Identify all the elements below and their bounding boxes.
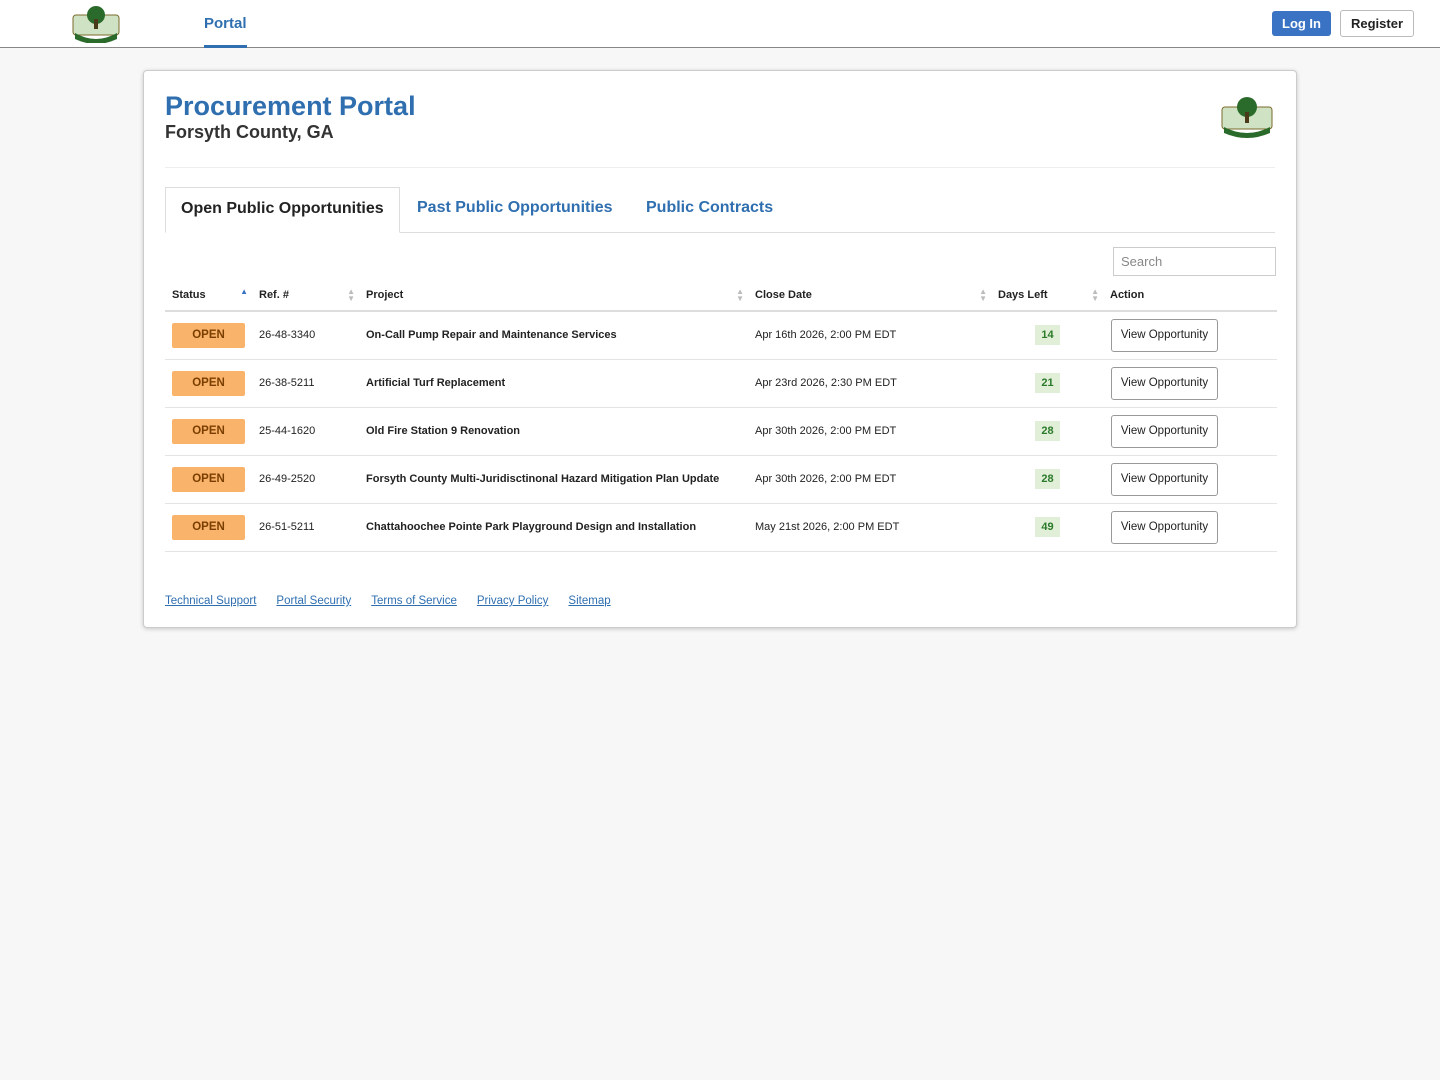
column-label: Days Left xyxy=(998,288,1048,301)
column-header[interactable]: Project ▲ ▼ xyxy=(359,279,748,312)
project-name: Forsyth County Multi-Juridisctinonal Haz… xyxy=(359,455,748,504)
tab[interactable]: Open Public Opportunities xyxy=(165,187,400,233)
column-header[interactable]: Days Left ▲ ▼ xyxy=(991,279,1103,312)
project-name: Chattahoochee Pointe Park Playground Des… xyxy=(359,503,748,552)
days-left: 21 xyxy=(1035,373,1060,393)
column-header: Action xyxy=(1103,279,1277,312)
column-label: Ref. # xyxy=(259,288,289,301)
days-left: 28 xyxy=(1035,421,1060,441)
logo xyxy=(72,6,120,43)
view-button[interactable]: View Opportunity xyxy=(1111,414,1218,448)
opportunities-table: Status ▲ Ref. # ▲ ▼ Project ▲ ▼ Close Date ▲ ▼ Days… xyxy=(165,279,1277,552)
project-name: On-Call Pump Repair and Maintenance Serv… xyxy=(359,311,748,360)
page-title: Procurement Portal xyxy=(165,91,416,121)
column-header[interactable]: Status ▲ xyxy=(165,279,252,312)
cell: 28 xyxy=(991,455,1103,504)
footer-links: Technical Support Portal Security Terms of… xyxy=(165,595,631,607)
status-badge: OPEN xyxy=(172,418,245,444)
table-row: OPEN 25-44-1620 Old Fire Station 9 Renovat… xyxy=(165,407,1277,456)
close-date: Apr 16th 2026, 2:00 PM EDT xyxy=(748,311,991,360)
top-nav: Portal Log In Register xyxy=(0,0,1440,48)
ref-number: 25-44-1620 xyxy=(252,407,359,456)
login-button[interactable]: Log In xyxy=(1272,11,1331,36)
column-label: Status xyxy=(172,288,206,301)
cell: View Opportunity xyxy=(1103,455,1277,504)
cell: 21 xyxy=(991,359,1103,408)
view-button[interactable]: View Opportunity xyxy=(1111,462,1218,496)
column-label: Project xyxy=(366,288,404,301)
cell: View Opportunity xyxy=(1103,311,1277,360)
cell: 49 xyxy=(991,503,1103,552)
days-left: 49 xyxy=(1035,517,1060,537)
cell: OPEN xyxy=(165,311,252,360)
close-date: Apr 30th 2026, 2:00 PM EDT xyxy=(748,407,991,456)
close-date: Apr 23rd 2026, 2:30 PM EDT xyxy=(748,359,991,408)
tab[interactable]: Public Contracts xyxy=(646,199,774,216)
portal-card: Procurement Portal Forsyth County, GA Op… xyxy=(143,70,1297,628)
project-name: Artificial Turf Replacement xyxy=(359,359,748,408)
cell: 28 xyxy=(991,407,1103,456)
footer-link[interactable]: Sitemap xyxy=(568,595,611,607)
status-badge: OPEN xyxy=(172,514,245,540)
footer-link[interactable]: Portal Security xyxy=(276,595,352,607)
cell: OPEN xyxy=(165,407,252,456)
project-name: Old Fire Station 9 Renovation xyxy=(359,407,748,456)
logo xyxy=(1221,97,1273,138)
search-input[interactable]: Search xyxy=(1113,247,1276,276)
table-row: OPEN 26-48-3340 On-Call Pump Repair and Ma… xyxy=(165,311,1277,360)
sort-icon: ▲ xyxy=(240,287,248,296)
divider xyxy=(165,167,1275,168)
view-button[interactable]: View Opportunity xyxy=(1111,318,1218,352)
column-header[interactable]: Ref. # ▲ ▼ xyxy=(252,279,359,312)
cell: View Opportunity xyxy=(1103,407,1277,456)
cell: View Opportunity xyxy=(1103,503,1277,552)
table-row: OPEN 26-51-5211 Chattahoochee Pointe Park … xyxy=(165,503,1277,552)
close-date: Apr 30th 2026, 2:00 PM EDT xyxy=(748,455,991,504)
days-left: 28 xyxy=(1035,469,1060,489)
footer-link[interactable]: Terms of Service xyxy=(371,595,457,607)
cell: OPEN xyxy=(165,455,252,504)
footer-link[interactable]: Technical Support xyxy=(165,595,257,607)
column-header[interactable]: Close Date ▲ ▼ xyxy=(748,279,991,312)
status-badge: OPEN xyxy=(172,322,245,348)
column-label: Close Date xyxy=(755,288,812,301)
table-row: OPEN 26-49-2520 Forsyth County Multi-Jurid… xyxy=(165,455,1277,504)
ref-number: 26-49-2520 xyxy=(252,455,359,504)
cell: OPEN xyxy=(165,359,252,408)
cell: OPEN xyxy=(165,503,252,552)
footer-link[interactable]: Privacy Policy xyxy=(476,595,549,607)
tab[interactable]: Past Public Opportunities xyxy=(417,199,613,216)
ref-number: 26-38-5211 xyxy=(252,359,359,408)
column-label: Action xyxy=(1110,288,1145,301)
tab-bar: Open Public Opportunities Past Public Opp… xyxy=(165,187,1275,233)
view-button[interactable]: View Opportunity xyxy=(1111,366,1218,400)
cell: View Opportunity xyxy=(1103,359,1277,408)
status-badge: OPEN xyxy=(172,466,245,492)
status-badge: OPEN xyxy=(172,370,245,396)
sort-icon: ▲ ▼ xyxy=(979,287,987,303)
portal-link[interactable]: Portal xyxy=(204,0,247,48)
view-button[interactable]: View Opportunity xyxy=(1111,510,1218,544)
ref-number: 26-48-3340 xyxy=(252,311,359,360)
table-row: OPEN 26-38-5211 Artificial Turf Replacemen… xyxy=(165,359,1277,408)
cell: 14 xyxy=(991,311,1103,360)
close-date: May 21st 2026, 2:00 PM EDT xyxy=(748,503,991,552)
sort-icon: ▲ ▼ xyxy=(347,287,355,303)
page-subtitle: Forsyth County, GA xyxy=(165,122,334,142)
register-button[interactable]: Register xyxy=(1340,10,1414,37)
ref-number: 26-51-5211 xyxy=(252,503,359,552)
sort-icon: ▲ ▼ xyxy=(1091,287,1099,303)
days-left: 14 xyxy=(1035,325,1060,346)
sort-icon: ▲ ▼ xyxy=(736,287,744,303)
